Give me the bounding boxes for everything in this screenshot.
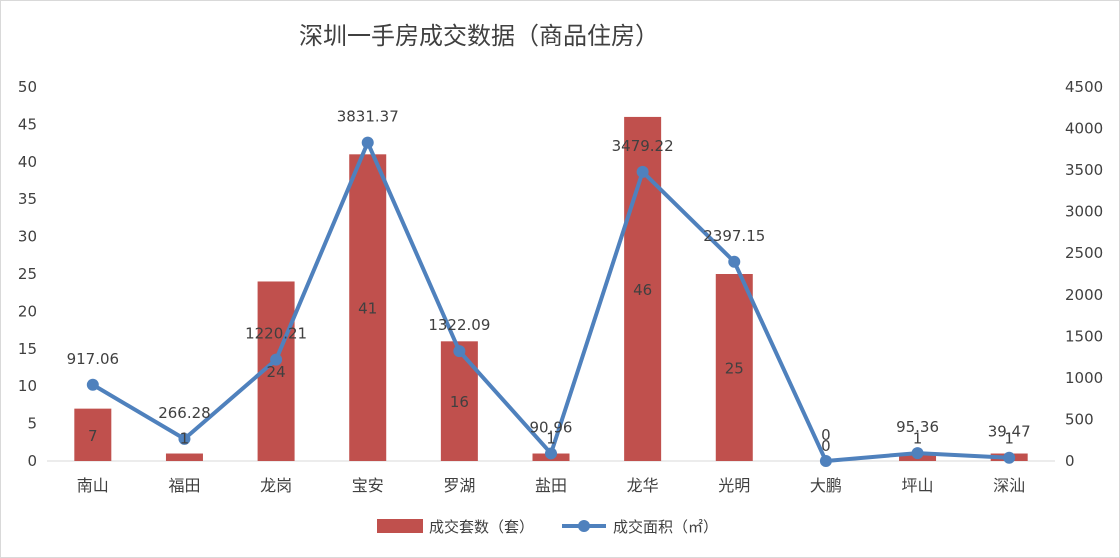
x-tick-label: 盐田 (535, 476, 567, 495)
line-data-label: 2397.15 (703, 227, 765, 245)
x-tick-label: 龙岗 (260, 476, 292, 495)
y-left-tick-label: 45 (18, 115, 37, 133)
line-point (911, 447, 924, 460)
line-point (86, 378, 99, 391)
bar-data-label: 25 (725, 360, 744, 378)
bar-data-label: 1 (546, 430, 556, 448)
bar-data-label: 24 (267, 363, 286, 381)
bar-data-label: 1 (913, 430, 923, 448)
y-right-tick-label: 2000 (1065, 286, 1103, 304)
line-point (453, 345, 466, 358)
legend-line-marker (578, 520, 590, 532)
bar-data-label: 46 (633, 281, 652, 299)
y-right-tick-label: 500 (1065, 410, 1094, 428)
line-path (90, 140, 1012, 463)
y-left-tick-label: 10 (18, 377, 37, 395)
legend-bar-swatch (377, 519, 423, 533)
line-data-label: 917.06 (67, 350, 120, 368)
y-right-tick-label: 2500 (1065, 244, 1103, 262)
legend-line-label: 成交面积（㎡） (613, 518, 718, 536)
line-point (1003, 451, 1016, 464)
bar-data-label: 41 (358, 300, 377, 318)
bar (715, 274, 753, 461)
bar (440, 341, 478, 461)
y-right-tick-label: 1000 (1065, 369, 1103, 387)
x-tick-label: 深汕 (993, 476, 1025, 495)
line-data-label: 266.28 (158, 404, 211, 422)
x-tick-label: 大鹏 (810, 476, 842, 495)
bar-data-label: 7 (88, 427, 98, 445)
x-tick-label: 南山 (77, 476, 109, 495)
bar-data-label: 0 (821, 437, 831, 455)
x-tick-label: 光明 (718, 476, 750, 495)
legend-bar-label: 成交套数（套） (429, 518, 534, 536)
line-data-label: 3831.37 (337, 108, 399, 126)
y-left-tick-label: 25 (18, 265, 37, 283)
line-data-label: 95.36 (896, 418, 939, 436)
bar-data-label: 1 (180, 430, 190, 448)
line-data-label: 1220.21 (245, 325, 307, 343)
y-right-tick-label: 4500 (1065, 78, 1103, 96)
y-right-tick-label: 0 (1065, 452, 1075, 470)
line-point (178, 432, 191, 445)
y-left-tick-label: 0 (27, 452, 37, 470)
bar (349, 154, 387, 461)
line-series (86, 136, 1016, 467)
y-left-tick-label: 5 (27, 415, 37, 433)
line-data-label: 0 (821, 426, 831, 444)
x-tick-label: 福田 (168, 476, 200, 495)
bar (74, 408, 112, 461)
line-point (636, 165, 649, 178)
y-left-tick-label: 30 (18, 228, 37, 246)
bar (165, 453, 203, 461)
line-data-label: 3479.22 (612, 137, 674, 155)
bar-data-label: 1 (1004, 430, 1014, 448)
line-data-label: 90.96 (530, 418, 573, 436)
x-tick-label: 坪山 (902, 476, 934, 495)
y-right-tick-label: 3500 (1065, 161, 1103, 179)
y-left-tick-label: 40 (18, 153, 37, 171)
line-point (728, 255, 741, 268)
y-right-tick-label: 3000 (1065, 203, 1103, 221)
y-left-tick-label: 50 (18, 78, 37, 96)
line-data-label: 39.47 (988, 423, 1031, 441)
line-data-label: 1322.09 (428, 316, 490, 334)
y-left-tick-label: 20 (18, 302, 37, 320)
line-point (361, 136, 374, 149)
y-left-tick-label: 35 (18, 190, 37, 208)
data-labels: 7 1 24 41 16 1 46 25 0 1 1 917.06 266.28 1220.21 3831.… (67, 108, 1031, 455)
chart-title: 深圳一手房成交数据（商品住房） (299, 22, 659, 50)
y-right-tick-label: 4000 (1065, 120, 1103, 138)
axes: 0510152025303540455005001000150020002500… (18, 78, 1103, 495)
line-point (270, 353, 283, 366)
line-point (819, 455, 832, 467)
y-left-tick-label: 15 (18, 340, 37, 358)
x-tick-label: 宝安 (352, 476, 384, 495)
y-right-tick-label: 1500 (1065, 327, 1103, 345)
legend: 成交套数（套） 成交面积（㎡） (377, 518, 718, 536)
line-point (545, 447, 557, 460)
x-tick-label: 龙华 (627, 476, 659, 495)
x-tick-label: 罗湖 (443, 476, 475, 495)
bar-data-label: 16 (450, 393, 469, 411)
